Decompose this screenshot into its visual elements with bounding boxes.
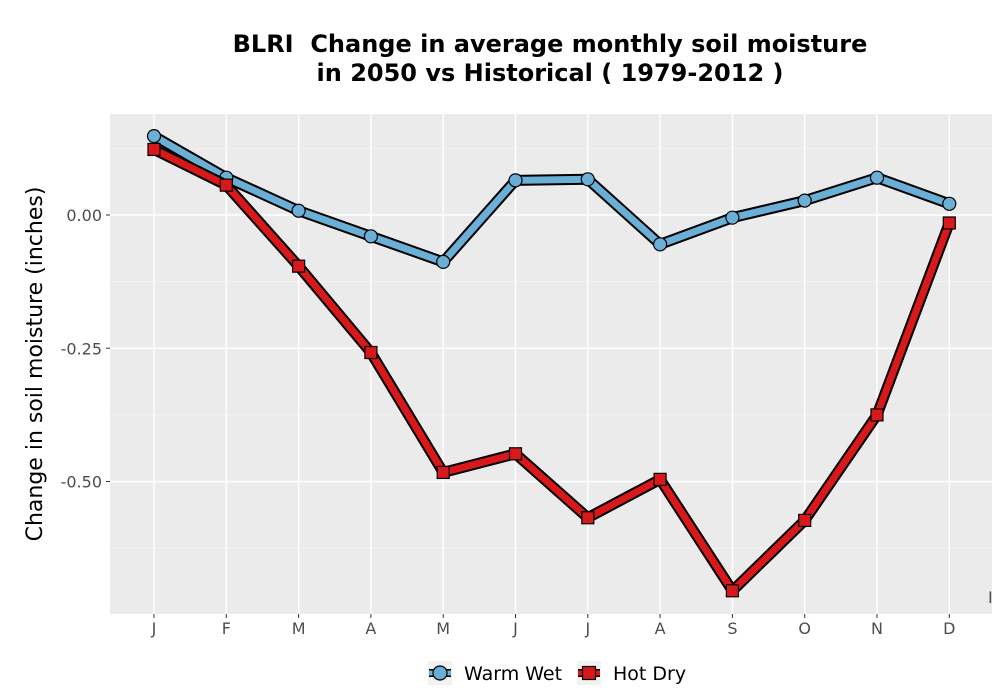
data-point-warm-wet xyxy=(146,129,162,144)
x-tick-label: J xyxy=(584,619,590,638)
x-tick-label: D xyxy=(943,619,955,638)
data-point-warm-wet xyxy=(725,210,740,225)
data-point-hot-dry xyxy=(581,511,595,525)
data-point-hot-dry xyxy=(147,142,161,157)
stray-mark: I xyxy=(988,588,993,607)
data-point-hot-dry xyxy=(364,345,378,360)
data-point-hot-dry xyxy=(219,178,233,192)
legend-label-hot-dry: Hot Dry xyxy=(613,663,686,685)
legend: Warm Wet Hot Dry xyxy=(428,661,686,685)
data-point-warm-wet xyxy=(436,254,451,270)
data-point-hot-dry xyxy=(870,408,884,422)
legend-marker-warm-wet xyxy=(432,665,448,681)
data-point-hot-dry xyxy=(725,584,740,598)
y-tick-label: -0.50 xyxy=(61,473,102,492)
data-point-hot-dry xyxy=(292,259,306,273)
x-tick-label: A xyxy=(365,619,376,638)
x-tick-label: N xyxy=(871,619,883,638)
series-layer xyxy=(146,129,957,598)
data-point-warm-wet xyxy=(508,173,523,188)
data-point-warm-wet xyxy=(291,203,306,218)
data-point-warm-wet xyxy=(869,170,885,185)
y-axis-title: Change in soil moisture (inches) xyxy=(23,187,48,542)
data-point-hot-dry xyxy=(798,513,812,528)
axes: 0.00 -0.25 -0.50 J F M A M J J A S O N D xyxy=(61,206,956,638)
data-point-warm-wet xyxy=(580,172,595,187)
legend-marker-hot-dry xyxy=(581,665,597,681)
data-point-warm-wet xyxy=(942,196,957,211)
y-tick-label: 0.00 xyxy=(66,206,102,225)
x-tick-label: S xyxy=(727,619,737,638)
grid-lines xyxy=(110,114,992,614)
chart-title-line-1: BLRI Change in average monthly soil mois… xyxy=(232,30,868,58)
x-tick-label: J xyxy=(512,619,518,638)
data-point-hot-dry xyxy=(653,472,667,486)
chart-title: BLRI Change in average monthly soil mois… xyxy=(110,30,990,88)
series-line-hot-dry xyxy=(150,145,953,595)
data-point-warm-wet xyxy=(652,237,668,252)
data-point-hot-dry xyxy=(508,447,523,461)
x-tick-label: F xyxy=(222,619,231,638)
legend-label-warm-wet: Warm Wet xyxy=(464,663,562,685)
data-point-hot-dry xyxy=(942,216,956,230)
data-point-warm-wet xyxy=(363,229,378,244)
x-tick-label: O xyxy=(798,619,811,638)
x-tick-label: M xyxy=(436,619,450,638)
y-tick-label: -0.25 xyxy=(61,339,102,358)
x-tick-label: M xyxy=(292,619,306,638)
x-tick-label: J xyxy=(151,619,157,638)
data-point-warm-wet xyxy=(797,193,812,208)
x-tick-label: A xyxy=(655,619,666,638)
data-point-hot-dry xyxy=(436,465,450,480)
chart-title-line-2: in 2050 vs Historical ( 1979-2012 ) xyxy=(316,59,784,87)
series-line-warm-wet xyxy=(150,132,953,266)
